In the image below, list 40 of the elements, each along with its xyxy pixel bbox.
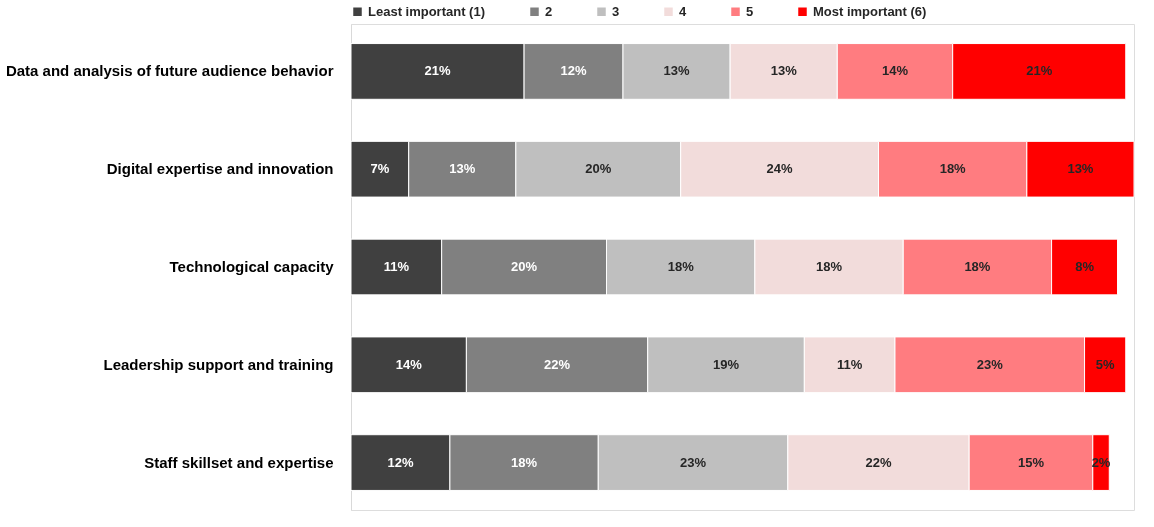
y-tick-label: Digital expertise and innovation (106, 160, 334, 178)
y-tick-label: Data and analysis of future audience behavior (5, 62, 334, 80)
data-label: 5% (1095, 356, 1115, 372)
data-label: 8% (1075, 259, 1095, 274)
data-label: 18% (964, 259, 991, 274)
y-tick-label: Leadership support and training (103, 355, 334, 373)
y-tick-label: Technological capacity (169, 258, 335, 275)
data-label: 14% (881, 63, 909, 79)
data-label: 13% (663, 63, 691, 79)
data-label: 11% (836, 356, 863, 372)
data-label: 14% (395, 356, 423, 372)
legend-label: 2 (545, 3, 553, 19)
data-label: 13% (770, 63, 798, 79)
legend-label: 4 (679, 3, 687, 19)
data-label: 22% (865, 454, 892, 470)
data-label: 12% (560, 63, 587, 79)
data-label: 19% (713, 356, 740, 372)
data-label: 21% (424, 63, 451, 79)
data-label: 24% (766, 161, 794, 177)
data-label: 20% (511, 259, 538, 274)
data-label: 7% (370, 161, 390, 177)
data-label: 11% (383, 259, 410, 274)
data-label: 18% (816, 259, 843, 274)
data-label: 18% (939, 161, 967, 177)
legend-label: Least important (1) (368, 3, 486, 19)
legend-label: 3 (612, 3, 620, 19)
y-tick-label: Staff skillset and expertise (144, 453, 334, 471)
data-label: 23% (976, 356, 1004, 372)
data-label: 18% (667, 259, 695, 274)
data-label: 15% (1017, 454, 1045, 470)
legend-label: 5 (746, 3, 754, 19)
legend-label: Most important (6) (813, 3, 927, 19)
data-label: 23% (680, 454, 707, 470)
data-label: 20% (585, 161, 612, 177)
data-label: 21% (1026, 63, 1053, 79)
data-label: 22% (544, 356, 571, 372)
data-label: 12% (387, 454, 414, 470)
data-label: 13% (449, 161, 476, 177)
data-label: 13% (1067, 161, 1094, 177)
data-label: 18% (511, 454, 538, 470)
